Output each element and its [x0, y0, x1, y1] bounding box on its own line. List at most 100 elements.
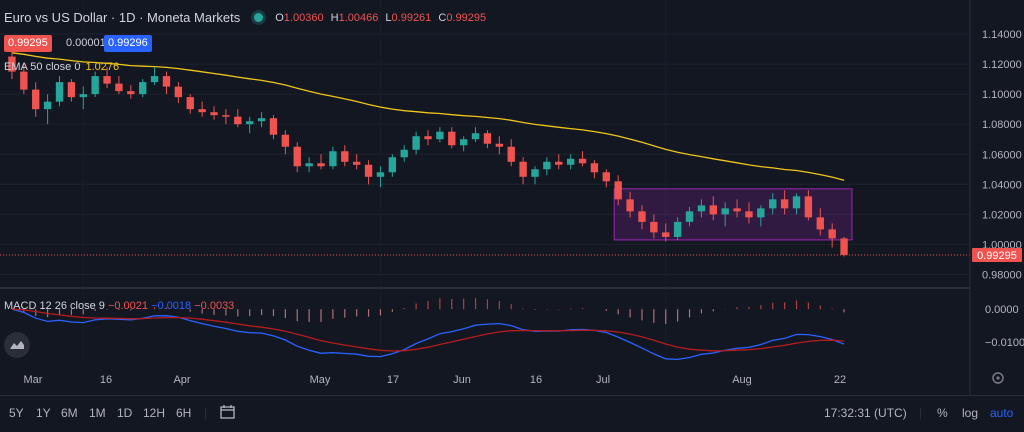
- candle-body: [590, 163, 599, 173]
- timeframe-1y[interactable]: 1Y: [36, 406, 51, 420]
- candle-body: [578, 158, 587, 164]
- calendar-icon[interactable]: [220, 405, 236, 419]
- candle-body: [174, 86, 183, 98]
- range-box: [613, 188, 853, 241]
- candle-body: [210, 112, 218, 116]
- price-tick-label: 1.06000: [982, 149, 1022, 161]
- candle-body: [281, 134, 290, 147]
- ema-line: [11, 52, 845, 181]
- sell-button[interactable]: 0.99295: [4, 35, 52, 52]
- time-tick-label: 22: [834, 374, 846, 386]
- auto-toggle[interactable]: auto: [990, 406, 1014, 420]
- candle-body: [471, 133, 480, 140]
- symbol-title: Euro vs US Dollar · 1D · Moneta Markets: [4, 10, 241, 25]
- last-price-badge: [972, 248, 1022, 263]
- timeframe-1m[interactable]: 1M: [89, 406, 106, 420]
- time-tick-label: Jun: [453, 374, 471, 386]
- candle-body: [566, 158, 575, 165]
- bottom-toolbar: 5Y 1Y 6M 1M 1D 12H 6H | 17:32:31 (UTC) |…: [0, 395, 1024, 432]
- candle-body: [43, 101, 52, 110]
- candle-body: [626, 199, 634, 212]
- candle-body: [685, 211, 694, 222]
- candle-body: [650, 221, 658, 233]
- candle-body: [150, 76, 159, 83]
- macd-legend[interactable]: MACD 12 26 close 9 −0.0021 −0.0018 −0.00…: [4, 300, 234, 312]
- price-tick-label: 1.12000: [982, 59, 1022, 71]
- ema-legend[interactable]: EMA 50 close 0 1.0276: [4, 61, 119, 73]
- tradingview-logo-icon[interactable]: [4, 332, 30, 358]
- candle-body: [531, 169, 539, 177]
- time-tick-label: 17: [387, 374, 399, 386]
- toolbar-divider: |: [204, 406, 208, 420]
- candle-body: [733, 208, 741, 212]
- price-tick-label: 1.08000: [982, 119, 1022, 131]
- candle-body: [816, 217, 824, 230]
- candle-body: [780, 199, 789, 209]
- candle-body: [79, 94, 87, 98]
- candle-body: [804, 196, 813, 218]
- candle-body: [519, 161, 527, 177]
- last-price-label: 0.99295: [977, 250, 1017, 262]
- candle-body: [115, 83, 123, 92]
- time-tick-label: Aug: [732, 374, 752, 386]
- candle-body: [721, 208, 729, 215]
- price-tick-label: 1.10000: [982, 89, 1022, 101]
- timeframe-1d[interactable]: 1D: [117, 406, 133, 420]
- candle-body: [400, 149, 408, 158]
- candle-body: [364, 164, 373, 177]
- candle-body: [745, 211, 753, 218]
- utc-clock[interactable]: 17:32:31 (UTC): [824, 406, 907, 420]
- candle-body: [769, 199, 777, 209]
- ema-label: EMA 50 close 0: [4, 61, 81, 73]
- candle-body: [246, 121, 254, 125]
- time-tick-label: Apr: [173, 374, 190, 386]
- candle-body: [257, 118, 266, 122]
- candle-body: [495, 143, 504, 147]
- macd-value-3: −0.0033: [194, 300, 235, 312]
- candle-body: [186, 97, 194, 110]
- log-toggle[interactable]: log: [962, 406, 979, 420]
- macd-tick-label: −0.0100: [985, 337, 1024, 349]
- price-tick-label: 1.14000: [982, 29, 1022, 41]
- candle-body: [91, 76, 99, 95]
- time-tick-label: Mar: [24, 374, 43, 386]
- settings-icon[interactable]: [992, 372, 1004, 384]
- candle-body: [602, 172, 610, 182]
- time-tick-label: Jul: [596, 374, 610, 386]
- toolbar-divider-2: |: [919, 406, 923, 420]
- buy-button[interactable]: 0.99296: [104, 35, 152, 52]
- candle-body: [352, 161, 361, 165]
- chart-canvas[interactable]: 1.14000 1.12000 1.10000 1.08000 1.06000 1.040…: [0, 0, 1024, 395]
- macd-value-2: −0.0018: [151, 300, 192, 312]
- timeframe-12h[interactable]: 12H: [143, 406, 166, 420]
- timeframe-6h[interactable]: 6H: [176, 406, 192, 420]
- candle-body: [222, 115, 230, 117]
- macd-line: [11, 308, 845, 361]
- candle-body: [436, 131, 444, 140]
- candle-body: [673, 221, 682, 237]
- candle-body: [448, 131, 456, 146]
- percent-toggle[interactable]: %: [937, 406, 948, 420]
- candle-body: [127, 91, 135, 95]
- candle-body: [543, 161, 551, 170]
- ema-line-group: [11, 52, 845, 181]
- time-axis: Mar 16 Apr May 17 Jun 16 Jul Aug 22: [24, 374, 847, 386]
- timeframe-5y[interactable]: 5Y: [9, 406, 24, 420]
- price-tick-label: 1.04000: [982, 179, 1022, 191]
- candle-body: [162, 76, 171, 87]
- candle-body: [376, 172, 385, 177]
- time-tick-label: May: [310, 374, 331, 386]
- macd-value-1: −0.0021: [107, 300, 149, 312]
- candle-body: [828, 229, 836, 239]
- symbol-header[interactable]: Euro vs US Dollar · 1D · Moneta Markets …: [4, 10, 486, 25]
- candle-body: [388, 157, 397, 173]
- timeframe-6m[interactable]: 6M: [61, 406, 78, 420]
- candle-body: [459, 139, 468, 146]
- price-axis: 1.14000 1.12000 1.10000 1.08000 1.06000 1.040…: [982, 29, 1024, 349]
- signal-line: [11, 308, 845, 352]
- candles-group: [8, 49, 848, 257]
- macd-label: MACD 12 26 close 9: [4, 300, 105, 312]
- candle-body: [507, 146, 515, 162]
- candle-body: [709, 205, 717, 215]
